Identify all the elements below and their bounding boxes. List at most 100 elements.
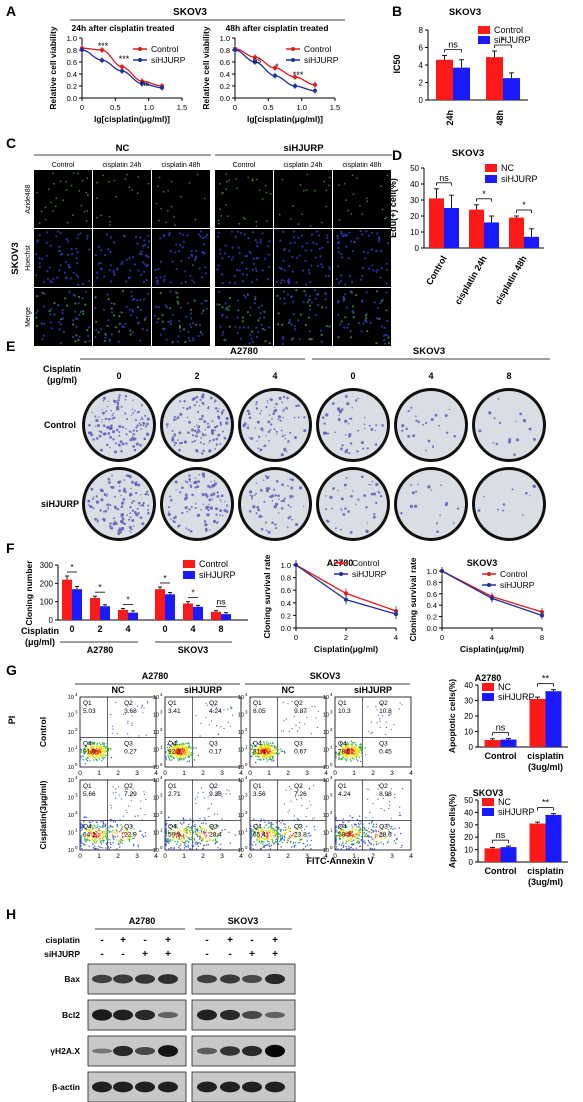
colony [360, 441, 364, 445]
event-dot [351, 824, 353, 826]
colony [184, 493, 188, 497]
event-dot [188, 760, 191, 762]
event-dot [398, 814, 400, 817]
quadrant-name: Q1 [253, 783, 262, 790]
colony [413, 504, 418, 508]
event-dot [387, 829, 390, 831]
colony [257, 508, 261, 512]
colony [128, 518, 131, 521]
y-tick-label: 10 [153, 765, 159, 771]
event-dot [335, 843, 337, 845]
cell-spot [174, 224, 176, 227]
colony [132, 499, 135, 503]
colony [116, 405, 120, 409]
event-dot [171, 759, 173, 761]
cell-spot [316, 293, 320, 296]
event-dot [188, 752, 190, 754]
event-dot [123, 839, 125, 841]
y-tick-label: 10 [68, 765, 74, 771]
event-dot [81, 755, 83, 757]
colony [247, 412, 251, 416]
band--h2a-x [158, 1045, 178, 1057]
cell-spot [137, 306, 140, 309]
quadrant-name: Q2 [379, 783, 388, 790]
event-dot [97, 754, 99, 756]
colony [351, 407, 353, 409]
band--actin [197, 1081, 217, 1093]
y-tick-label: 0 [415, 244, 420, 253]
event-dot [370, 843, 372, 845]
colony [343, 483, 347, 487]
x-tick-label: 2 [286, 770, 290, 777]
cell-spot [103, 339, 106, 343]
event-dot [181, 754, 183, 756]
event-dot [355, 847, 357, 849]
cell-spot [155, 202, 158, 205]
event-dot [278, 835, 280, 838]
micrograph-hoechst [93, 229, 151, 287]
dose-value: 8 [218, 624, 223, 634]
event-dot [306, 825, 308, 828]
y-tick-exp: 4 [245, 692, 248, 697]
event-dot [91, 745, 94, 747]
event-dot [295, 724, 297, 727]
colony [444, 414, 448, 417]
colony [146, 490, 149, 494]
colony [277, 418, 280, 421]
bar-nc [469, 209, 484, 248]
cell-spot [56, 276, 59, 279]
event-dot [133, 828, 135, 830]
quadrant-name: Q1 [168, 783, 177, 790]
cell-spot [361, 233, 364, 236]
y-tick-label: 0.6 [220, 58, 230, 67]
colony [126, 514, 129, 516]
colony [370, 484, 372, 486]
event-dot [180, 744, 182, 747]
cell-spot [268, 326, 271, 329]
event-dot [368, 841, 370, 843]
colony [268, 439, 270, 442]
cell-spot [344, 316, 347, 319]
colony [340, 497, 344, 501]
event-dot [373, 848, 376, 850]
colony [219, 514, 221, 517]
event-dot [353, 741, 356, 744]
event-dot [102, 839, 104, 842]
event-dot [167, 838, 169, 841]
event-dot [99, 835, 101, 837]
colony [248, 416, 252, 420]
colony [260, 410, 263, 412]
colony [265, 489, 270, 493]
event-dot [186, 837, 189, 839]
event-dot [265, 844, 267, 846]
cell-spot [108, 339, 111, 342]
panel-label-c: C [6, 135, 16, 151]
colony [135, 426, 138, 429]
cell-spot [141, 327, 144, 331]
colony [201, 433, 205, 437]
cell-spot [191, 279, 194, 282]
event-dot [172, 743, 174, 745]
colony [341, 444, 344, 447]
event-dot [119, 831, 121, 833]
cell-spot [35, 274, 38, 277]
flow-plot [164, 696, 242, 768]
cell-spot [75, 247, 78, 250]
event-dot [166, 841, 168, 843]
cell-spot [280, 267, 283, 270]
colony [363, 417, 366, 419]
event-dot [120, 798, 123, 800]
y-tick-label: 100 [40, 598, 54, 607]
x-axis-title: lg[cisplatin(μg/ml)] [94, 114, 170, 124]
colony [132, 399, 134, 401]
colony [432, 445, 434, 447]
colony [125, 442, 128, 445]
cell-spot [44, 218, 47, 221]
dose-value: 4 [428, 371, 433, 381]
legend-label: siHJURP [151, 55, 186, 65]
cell-spot [136, 242, 139, 245]
cell-spot [58, 321, 61, 324]
event-dot [358, 746, 361, 748]
colony [121, 517, 125, 521]
colony [133, 448, 137, 452]
